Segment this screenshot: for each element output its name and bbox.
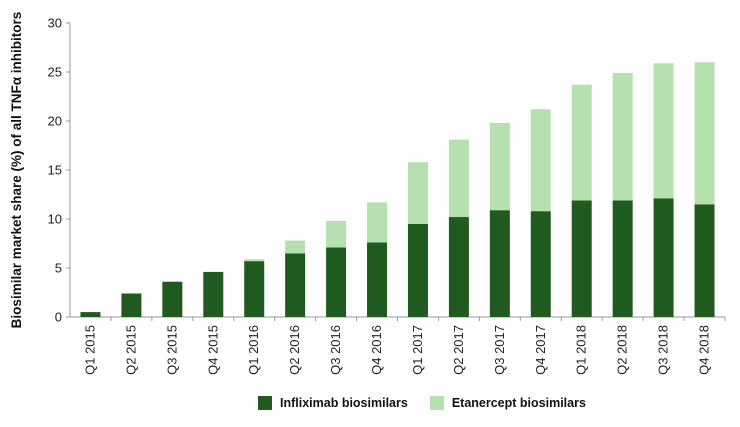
x-tick-label: Q4 2017 bbox=[533, 325, 548, 375]
bar-etanercept bbox=[244, 259, 265, 262]
bar-infliximab bbox=[203, 271, 224, 317]
bar-etanercept bbox=[653, 63, 674, 199]
bar-etanercept bbox=[612, 72, 633, 201]
bar-etanercept bbox=[530, 109, 551, 212]
bar-etanercept bbox=[571, 84, 592, 201]
legend-item-infliximab: Infliximab biosimilars bbox=[258, 396, 408, 410]
y-tick-label: 15 bbox=[48, 163, 62, 178]
bar-etanercept bbox=[448, 139, 469, 218]
bar-infliximab bbox=[653, 198, 674, 317]
bar-infliximab bbox=[80, 312, 101, 317]
bar-series bbox=[80, 62, 715, 317]
bar-infliximab bbox=[285, 253, 306, 317]
bar-infliximab bbox=[367, 242, 388, 317]
bar-etanercept bbox=[694, 62, 715, 205]
legend-swatch-etanercept bbox=[429, 396, 444, 410]
y-axis-title: Biosimilar market share (%) of all TNFα … bbox=[9, 12, 24, 329]
bar-etanercept bbox=[489, 122, 510, 211]
legend-swatch-infliximab bbox=[258, 396, 272, 410]
bar-infliximab bbox=[407, 223, 428, 317]
x-tick-label: Q3 2016 bbox=[328, 325, 343, 375]
y-tick-label: 30 bbox=[48, 16, 62, 31]
x-tick-label: Q2 2018 bbox=[615, 325, 630, 375]
x-tick-label: Q1 2016 bbox=[246, 325, 261, 375]
x-tick-label: Q1 2018 bbox=[574, 325, 589, 375]
bar-infliximab bbox=[448, 217, 469, 317]
legend-label-etanercept: Etanercept biosimilars bbox=[451, 396, 586, 410]
x-axis-ticks: Q1 2015 Q2 2015 Q3 2015 Q4 2015 Q1 2016 Q2 20… bbox=[82, 317, 726, 375]
bar-infliximab bbox=[121, 293, 142, 317]
x-tick-label: Q4 2015 bbox=[205, 325, 220, 375]
bar-infliximab bbox=[571, 200, 592, 317]
x-tick-label: Q3 2015 bbox=[164, 325, 179, 375]
bar-infliximab bbox=[612, 200, 633, 317]
x-tick-label: Q4 2018 bbox=[697, 325, 712, 375]
x-tick-label: Q3 2017 bbox=[492, 325, 507, 375]
x-tick-label: Q2 2016 bbox=[287, 325, 302, 375]
bar-infliximab bbox=[489, 210, 510, 317]
y-tick-label: 10 bbox=[48, 212, 62, 227]
bar-infliximab bbox=[244, 261, 265, 317]
y-tick-label: 25 bbox=[48, 65, 62, 80]
bar-infliximab bbox=[530, 211, 551, 317]
x-tick-label: Q4 2016 bbox=[369, 325, 384, 375]
legend-item-etanercept: Etanercept biosimilars bbox=[429, 396, 586, 410]
bar-etanercept bbox=[285, 240, 306, 254]
bar-infliximab bbox=[694, 204, 715, 317]
y-tick-label: 5 bbox=[55, 261, 62, 276]
x-tick-label: Q1 2015 bbox=[82, 325, 97, 375]
bar-infliximab bbox=[162, 281, 183, 317]
bar-etanercept bbox=[367, 202, 388, 243]
legend: Infliximab biosimilars Etanercept biosim… bbox=[258, 396, 608, 410]
x-tick-label: Q2 2017 bbox=[451, 325, 466, 375]
y-tick-label: 0 bbox=[55, 310, 62, 325]
bar-infliximab bbox=[326, 247, 347, 317]
x-tick-label: Q1 2017 bbox=[410, 325, 425, 375]
legend-label-infliximab: Infliximab biosimilars bbox=[280, 396, 408, 410]
bar-etanercept bbox=[407, 162, 428, 224]
x-tick-label: Q3 2018 bbox=[656, 325, 671, 375]
x-tick-label: Q2 2015 bbox=[123, 325, 138, 375]
y-axis-ticks: 0 5 10 15 20 25 30 bbox=[48, 16, 70, 325]
bar-etanercept bbox=[326, 220, 347, 248]
y-tick-label: 20 bbox=[48, 114, 62, 129]
